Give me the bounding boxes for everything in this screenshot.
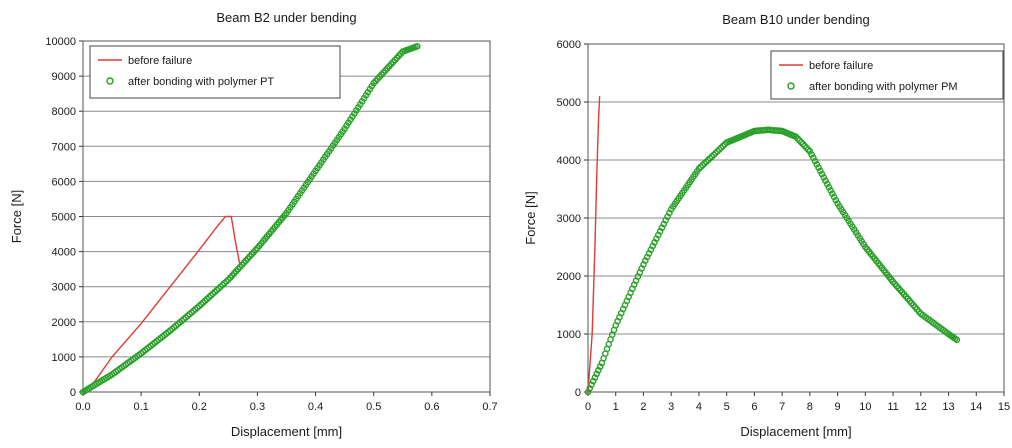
chart-title: Beam B2 under bending [216,10,356,25]
legend-box [89,45,341,99]
x-tick-label: 0.4 [308,401,323,413]
data-point [830,193,838,201]
x-tick-label: 0.2 [192,401,207,413]
series-line-before-failure [82,215,241,393]
x-tick-label: 6 [751,401,757,413]
x-tick-label: 9 [835,401,841,413]
data-point [827,187,834,194]
chart-beam-b2: Beam B2 under bending 0 1000 2000 3000 4000 50… [9,10,498,439]
y-tick-label: 2000 [52,317,76,329]
data-point [811,157,819,165]
y-tick-label: 0 [70,387,76,399]
y-tick-label: 2000 [557,271,581,283]
x-tick-label: 14 [970,401,982,413]
y-tick-label: 3000 [557,213,581,225]
y-tick-label: 0 [575,387,581,399]
y-tick-label: 7000 [52,141,76,153]
plot-area-frame [82,40,491,393]
x-tick-label: 0.5 [366,401,381,413]
data-point [953,336,961,344]
legend-box [770,50,1004,100]
y-tick-label: 4000 [557,155,581,167]
data-point [818,170,826,178]
data-point [815,164,822,171]
data-point [414,42,421,50]
x-tick-label: 2 [640,401,646,413]
x-tick-label: 15 [998,401,1010,413]
data-point [808,151,815,158]
series-line-before-failure [587,96,601,393]
legend-swatch-marker [106,77,114,85]
data-point [820,174,828,181]
legend-label: after bonding with polymer PM [809,81,958,93]
x-tick-label: 7 [779,401,785,413]
y-tick-label: 5000 [557,97,581,109]
data-point [822,177,829,184]
x-tick-label: 0.7 [482,401,497,413]
y-tick-label: 5000 [52,212,76,224]
x-tick-label: 0.6 [424,401,439,413]
chart-title: Beam B10 under bending [722,12,869,27]
data-point [813,161,821,168]
chart-beam-b10: Beam B10 under bending 0 1000 2000 3000 4000 5… [523,12,1010,439]
series-markers-after-bonding [79,42,421,396]
y-tick-label: 1000 [52,352,76,364]
data-point [810,154,817,162]
x-tick-label: 10 [859,401,871,413]
y-tick-label: 10000 [45,36,76,48]
x-tick-label: 0.1 [133,401,148,413]
x-tick-label: 0.0 [75,401,90,413]
x-tick-label: 0 [585,401,591,413]
x-axis-label: Displacement [mm] [231,424,342,439]
y-tick-label: 1000 [557,329,581,341]
plot-area-frame [587,43,1005,393]
data-point [823,180,831,188]
y-tick-label: 8000 [52,106,76,118]
y-tick-label: 6000 [557,39,581,51]
data-point [806,147,814,155]
x-axis-label: Displacement [mm] [740,424,851,439]
legend-label: before failure [128,55,192,67]
data-point [829,190,836,198]
x-tick-label: 8 [807,401,813,413]
legend-swatch-marker [787,82,795,90]
y-tick-label: 4000 [52,247,76,259]
data-point [832,196,840,204]
y-tick-label: 3000 [52,282,76,294]
x-tick-label: 12 [915,401,927,413]
x-tick-label: 3 [668,401,674,413]
data-point [825,183,833,191]
y-tick-label: 6000 [52,176,76,188]
x-tick-label: 5 [724,401,730,413]
y-axis-label: Force [N] [9,190,24,243]
x-tick-label: 1 [613,401,619,413]
x-tick-label: 4 [696,401,702,413]
series-markers-after-bonding [584,126,961,396]
y-tick-label: 9000 [52,71,76,83]
x-tick-label: 11 [887,401,898,413]
y-axis-label: Force [N] [523,191,538,244]
data-point [816,167,824,175]
x-tick-label: 13 [942,401,954,413]
legend-label: after bonding with polymer PT [128,76,274,88]
legend-label: before failure [809,60,873,72]
x-tick-label: 0.3 [250,401,265,413]
